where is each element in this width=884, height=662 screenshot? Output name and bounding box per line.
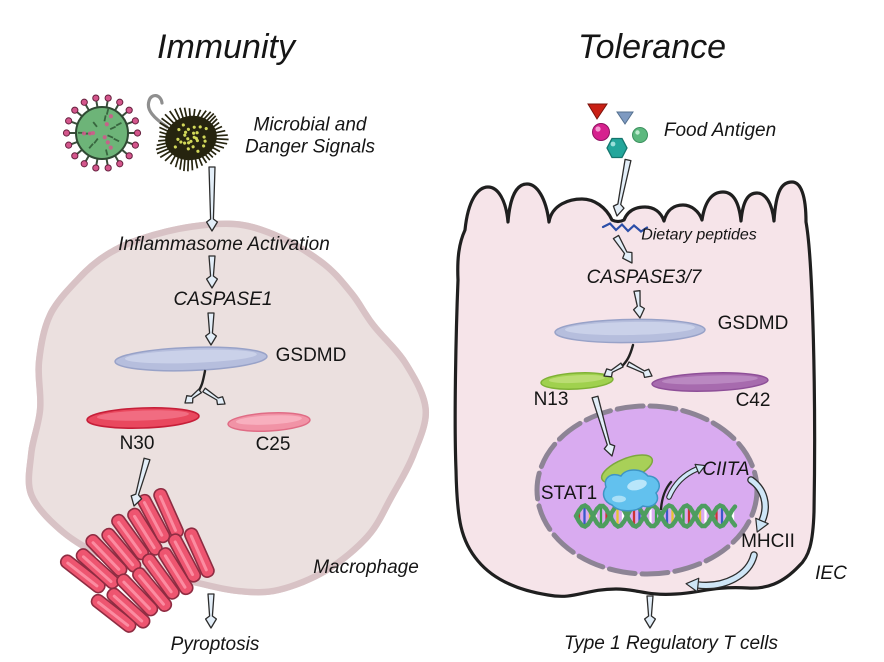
n30-fragment xyxy=(86,407,200,429)
inflammasome-activation-label: Inflammasome Activation xyxy=(118,233,330,255)
antigen-sphere-green-icon xyxy=(632,127,648,143)
gsdmd-protein-right xyxy=(554,318,706,344)
antigen-sphere-magenta-icon xyxy=(592,123,610,141)
microbial-danger-caption: Microbial and Danger Signals xyxy=(245,114,375,158)
virus-icon xyxy=(62,94,142,172)
iec-label: IEC xyxy=(815,562,847,584)
gsdmd-protein-left xyxy=(114,346,268,372)
gsdmd-label-left: GSDMD xyxy=(275,344,347,366)
flow-arrow xyxy=(184,388,203,404)
n13-label: N13 xyxy=(533,388,569,410)
flow-arrow xyxy=(612,234,633,264)
antigen-triangle-red-icon xyxy=(587,103,608,120)
mhcii-label: MHCII xyxy=(741,530,795,552)
flow-arrow xyxy=(626,361,653,379)
antigen-hexagon-teal-icon xyxy=(606,137,628,159)
flow-arrow xyxy=(202,387,226,406)
c42-fragment xyxy=(651,372,769,392)
dna-helix xyxy=(573,503,738,529)
food-antigen-icons xyxy=(587,103,648,159)
flow-arrow xyxy=(204,312,218,346)
c25-fragment xyxy=(227,412,311,432)
flow-arrow xyxy=(205,255,219,289)
curved-arrow xyxy=(755,517,769,533)
caspase1-label: CASPASE1 xyxy=(173,288,273,310)
branch-stem xyxy=(659,480,673,511)
flagellum xyxy=(146,94,169,129)
n13-fragment xyxy=(540,372,614,390)
curved-arrow xyxy=(694,463,706,475)
curved-arrow xyxy=(685,577,700,593)
flow-arrow xyxy=(204,593,218,629)
flow-arrow xyxy=(643,595,657,629)
ciita-label: CIITA xyxy=(702,458,750,480)
dietary-peptide-zigzag xyxy=(601,222,649,233)
bacterium-icon xyxy=(146,94,229,172)
c42-label: C42 xyxy=(735,389,771,411)
type1-treg-label: Type 1 Regulatory T cells xyxy=(563,632,779,654)
immunity-title: Immunity xyxy=(157,27,295,66)
flow-arrows xyxy=(130,158,769,629)
food-antigen-label: Food Antigen xyxy=(663,119,777,141)
flow-arrow xyxy=(591,395,616,457)
dietary-peptides-label: Dietary peptides xyxy=(641,226,757,244)
pyroptosis-label: Pyroptosis xyxy=(170,633,260,655)
caspase37-label: CASPASE3/7 xyxy=(586,266,702,288)
flow-arrow xyxy=(130,457,151,507)
gsdmd-label-right: GSDMD xyxy=(717,312,789,334)
flow-arrow xyxy=(612,158,632,217)
macrophage-cell xyxy=(25,220,430,596)
n30-label: N30 xyxy=(119,432,155,454)
tolerance-title: Tolerance xyxy=(577,27,727,66)
flow-arrow xyxy=(205,166,219,232)
pyroptosis-pores xyxy=(59,487,215,633)
c25-label: C25 xyxy=(255,433,291,455)
macrophage-label: Macrophage xyxy=(313,556,419,578)
flow-arrow xyxy=(632,290,646,319)
stat1-label: STAT1 xyxy=(540,482,598,504)
stat1-complex xyxy=(600,454,660,512)
antigen-triangle-blue-icon xyxy=(616,111,634,125)
flow-arrow xyxy=(603,362,624,378)
